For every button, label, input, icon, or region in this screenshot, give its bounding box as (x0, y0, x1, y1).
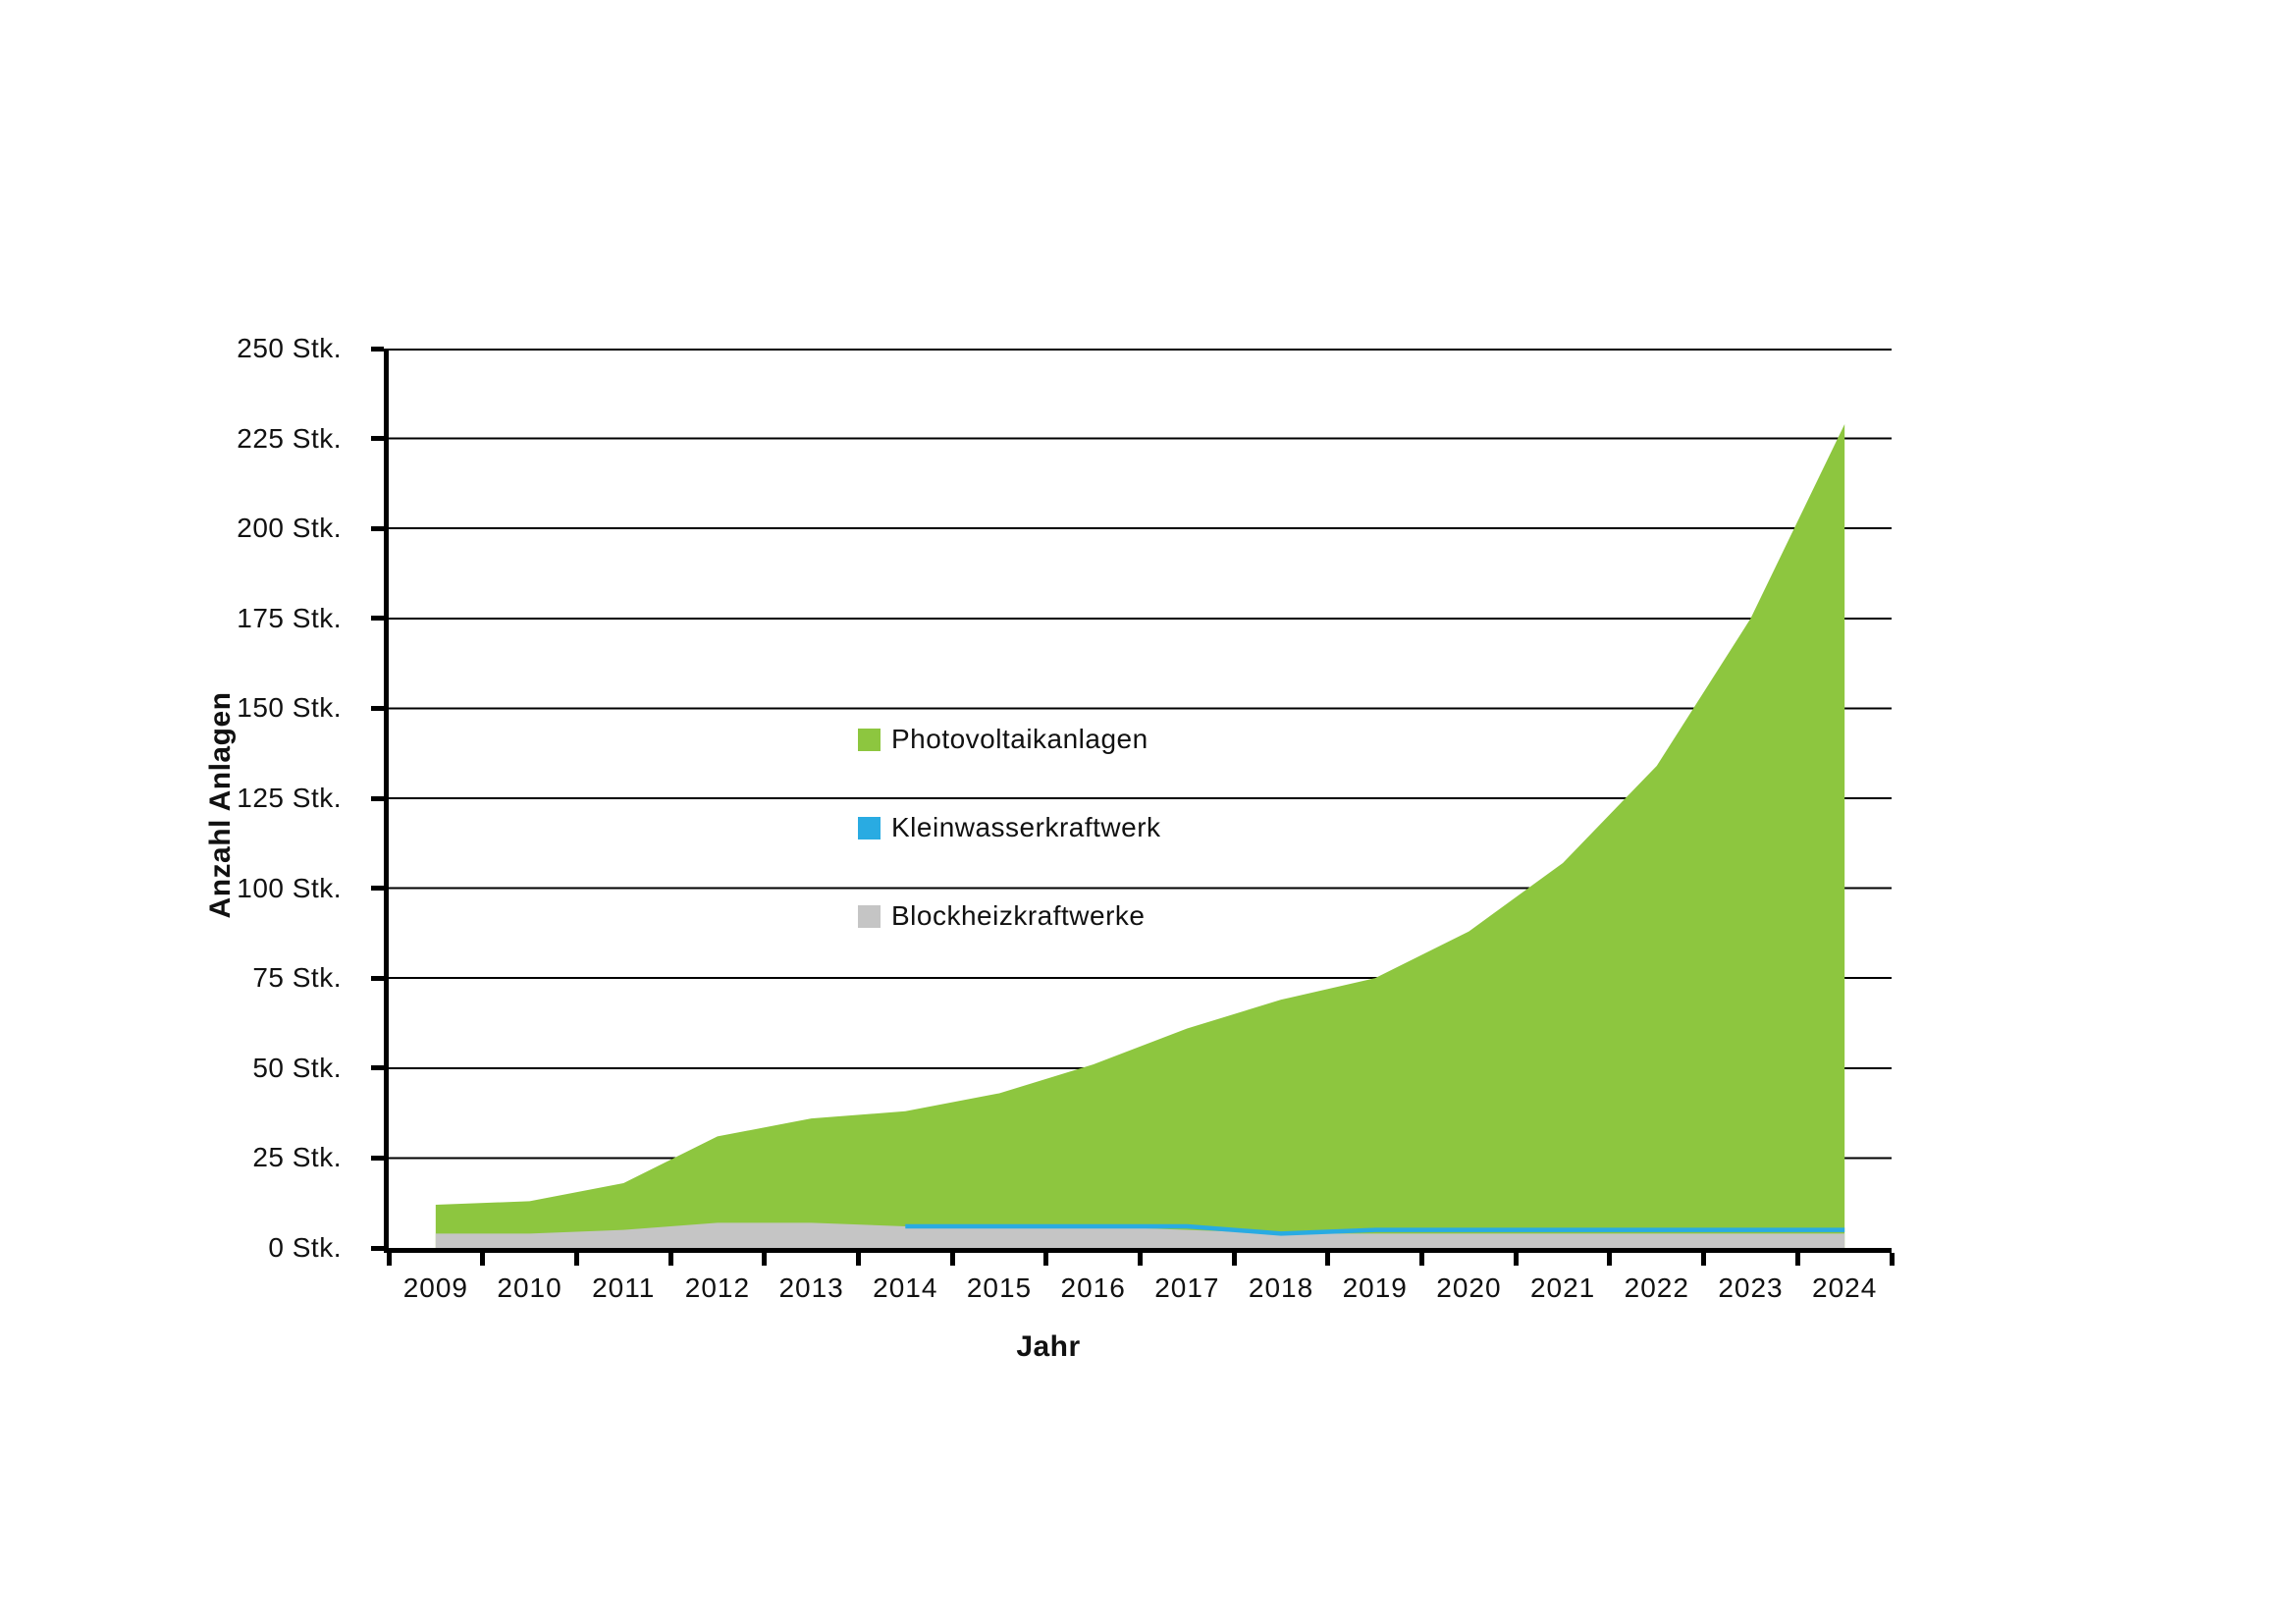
y-tick-mark (371, 705, 384, 711)
y-tick-label: 225 Stk. (237, 422, 342, 454)
x-tick-mark (1701, 1253, 1707, 1266)
x-tick-mark (1419, 1253, 1425, 1266)
x-tick-label: 2014 (873, 1272, 938, 1303)
x-tick-mark (1325, 1253, 1331, 1266)
x-tick-label: 2024 (1812, 1272, 1878, 1303)
y-tick-mark (371, 616, 384, 622)
x-tick-mark (667, 1253, 673, 1266)
y-tick-label: 125 Stk. (237, 783, 342, 813)
x-tick-label: 2009 (402, 1272, 468, 1303)
x-tick-label: 2020 (1436, 1272, 1502, 1303)
y-tick-label: 50 Stk. (252, 1052, 342, 1083)
x-tick-label: 2023 (1718, 1272, 1784, 1303)
x-tick-mark (1513, 1253, 1519, 1266)
x-tick-label: 2013 (778, 1272, 844, 1303)
y-tick-label: 175 Stk. (237, 602, 342, 633)
x-tick-mark (386, 1253, 392, 1266)
x-tick-label: 2017 (1154, 1272, 1220, 1303)
area-series-photovoltaikanlagen (435, 423, 1845, 1248)
legend-label: Kleinwasserkraftwerk (891, 812, 1161, 842)
y-tick-mark (371, 346, 384, 352)
y-tick-label: 100 Stk. (237, 872, 342, 903)
y-tick-label: 0 Stk. (268, 1232, 342, 1263)
area-series-blockheizkraftwerke (435, 1222, 1845, 1248)
x-axis-title: Jahr (1016, 1330, 1081, 1363)
legend-label: Photovoltaikanlagen (891, 724, 1148, 754)
y-tick-label: 75 Stk. (252, 962, 342, 994)
x-tick-label: 2018 (1248, 1272, 1314, 1303)
y-tick-mark (371, 1155, 384, 1161)
y-tick-mark (371, 525, 384, 531)
x-tick-label: 2012 (684, 1272, 751, 1303)
legend: Photovoltaikanlagen Kleinwasserkraftwerk B… (858, 724, 1161, 990)
legend-swatch-icon (858, 904, 881, 928)
y-tick-mark (371, 436, 384, 442)
legend-item-kleinwasserkraftwerk: Kleinwasserkraftwerk (858, 812, 1161, 842)
y-tick-mark (371, 886, 384, 892)
x-tick-label: 2021 (1529, 1272, 1596, 1303)
x-tick-label: 2011 (592, 1272, 656, 1303)
x-tick-mark (1138, 1253, 1143, 1266)
x-tick-mark (1889, 1253, 1895, 1266)
legend-swatch-icon (858, 728, 881, 751)
x-tick-label: 2010 (497, 1272, 562, 1303)
legend-item-photovoltaikanlagen: Photovoltaikanlagen (858, 724, 1161, 754)
x-tick-mark (480, 1253, 486, 1266)
legend-label: Blockheizkraftwerke (891, 900, 1146, 931)
y-tick-label: 250 Stk. (237, 333, 342, 363)
x-tick-mark (762, 1253, 768, 1266)
area-chart-svg (389, 349, 1892, 1248)
line-series-kleinwasserkraftwerk (905, 1223, 1845, 1236)
x-tick-label: 2022 (1624, 1272, 1689, 1303)
x-tick-mark (1043, 1253, 1049, 1266)
legend-swatch-icon (858, 816, 881, 839)
y-tick-label: 200 Stk. (237, 513, 342, 544)
y-tick-label: 150 Stk. (237, 692, 342, 724)
y-tick-mark (371, 1245, 384, 1251)
x-tick-mark (1607, 1253, 1613, 1266)
x-tick-mark (1231, 1253, 1237, 1266)
x-tick-mark (949, 1253, 955, 1266)
y-tick-mark (371, 1065, 384, 1071)
plot-area: Photovoltaikanlagen Kleinwasserkraftwerk B… (384, 349, 1892, 1253)
x-tick-mark (573, 1253, 579, 1266)
x-tick-mark (855, 1253, 861, 1266)
x-tick-label: 2019 (1342, 1272, 1408, 1303)
x-tick-label: 2015 (966, 1272, 1033, 1303)
x-tick-mark (1794, 1253, 1800, 1266)
legend-item-blockheizkraftwerke: Blockheizkraftwerke (858, 900, 1161, 931)
x-tick-label: 2016 (1060, 1272, 1126, 1303)
y-tick-mark (371, 795, 384, 801)
y-tick-mark (371, 975, 384, 981)
y-tick-label: 25 Stk. (252, 1142, 342, 1173)
